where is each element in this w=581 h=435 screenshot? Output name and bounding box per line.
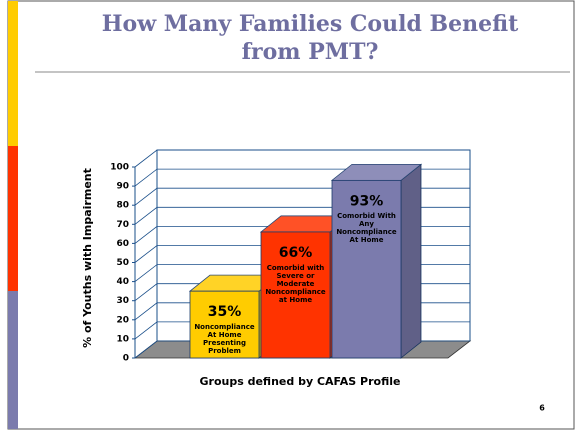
bar-top-shade [190, 275, 279, 292]
x-axis-label: Groups defined by CAFAS Profile [200, 375, 401, 388]
bar [331, 179, 402, 359]
bar-description-box: Comorbid With Any Noncompliance At Home [336, 212, 397, 245]
y-tick-label: 30 [116, 296, 129, 306]
bar [260, 231, 331, 359]
bar-description-box: Noncompliance At Home Presenting Problem [194, 323, 255, 356]
slide-title: How Many Families Could Benefit from PMT… [101, 11, 519, 65]
y-tick-label: 20 [116, 315, 129, 325]
y-tick-label: 50 [116, 258, 129, 268]
page-number: 6 [539, 404, 545, 413]
bar-top-shade [261, 215, 350, 232]
value-label: 66% [279, 245, 313, 261]
value-label: 93% [350, 193, 384, 209]
bar-description: Comorbid With Any Noncompliance At Home [336, 212, 397, 245]
bar-top-shade [332, 164, 421, 181]
y-tick-label: 60 [116, 239, 129, 249]
bar-description: Noncompliance At Home Presenting Problem [194, 323, 255, 356]
bar-description-box: Comorbid with Severe or Moderate Noncomp… [265, 263, 326, 304]
grid-line [134, 149, 470, 168]
y-tick-label: 80 [116, 201, 129, 211]
y-tick-label: 70 [116, 220, 129, 230]
y-tick-label: 90 [116, 182, 129, 192]
bar [189, 290, 260, 359]
y-tick-label: 10 [116, 334, 129, 344]
strip-yellow [8, 1, 18, 146]
strip-red [8, 146, 18, 291]
y-tick-label: 40 [116, 277, 129, 287]
strip-purple [8, 291, 18, 429]
bar-side-shade [401, 164, 421, 358]
bar-description: Comorbid with Severe or Moderate Noncomp… [265, 263, 326, 304]
y-tick-label: 0 [123, 354, 129, 364]
value-label: 35% [208, 304, 242, 320]
y-tick-label: 100 [110, 163, 129, 173]
y-axis-label: % of Youths with Impairment [81, 168, 94, 348]
